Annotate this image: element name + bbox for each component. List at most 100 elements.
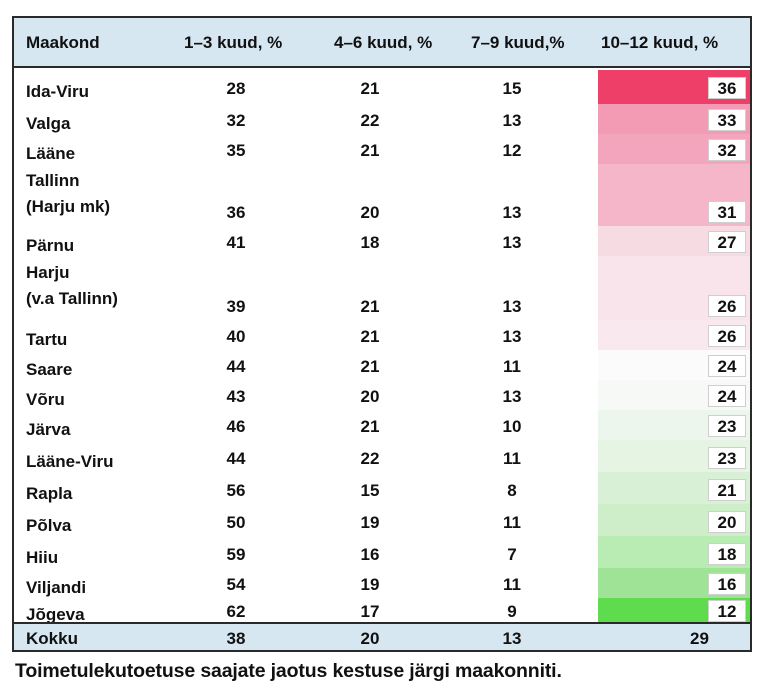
county-name: Viljandi [26,575,86,601]
value-4-6: 21 [360,357,380,376]
value-4-6: 19 [360,575,380,594]
value-7-9: 13 [502,387,522,406]
table-row: Lääne 35 21 12 32 [14,134,750,164]
total-4-6: 20 [360,629,380,648]
header-4-6-months: 4–6 kuud, % [334,33,433,52]
county-name: Ida-Viru [26,79,89,105]
county-name-line: Harju [26,263,70,282]
value-4-6: 21 [360,297,380,316]
value-4-6: 21 [360,141,380,160]
county-name-line: (Harju mk) [26,197,111,216]
value-7-9: 8 [507,481,517,500]
total-row: Kokku 38 20 13 29 [14,622,750,650]
table-row: Võru 43 20 13 24 [14,380,750,410]
county-name-line: Ida-Viru [26,82,89,101]
header-1-3-months: 1–3 kuud, % [184,33,283,52]
county-name-line: Rapla [26,484,73,503]
county-name-line: Pärnu [26,236,75,255]
header-10-12-months: 10–12 kuud, % [601,33,719,52]
value-1-3: 44 [226,357,246,376]
county-name-line: Lääne-Viru [26,452,114,471]
county-name: Tallinn (Harju mk) [26,168,110,220]
value-1-3: 40 [226,327,246,346]
value-10-12: 18 [708,543,746,565]
county-name: Pärnu [26,233,74,259]
table-row: Tallinn (Harju mk) 36 20 13 31 [14,164,750,226]
table-row: Tartu 40 21 13 26 [14,320,750,350]
value-1-3: 32 [226,111,246,130]
county-name: Lääne-Viru [26,449,114,475]
value-10-12: 27 [708,231,746,253]
value-10-12: 23 [708,447,746,469]
county-name-line: Lääne [26,144,76,163]
county-name: Hiiu [26,545,58,571]
value-1-3: 36 [226,203,246,222]
value-4-6: 18 [360,233,380,252]
value-1-3: 43 [226,387,246,406]
table-header: Maakond 1–3 kuud, % 4–6 kuud, % 7–9 kuud… [14,18,750,68]
county-name-line: Tartu [26,330,68,349]
value-4-6: 21 [360,327,380,346]
value-1-3: 50 [226,513,246,532]
value-4-6: 19 [360,513,380,532]
county-name-line: Jõgeva [26,605,85,624]
value-10-12: 21 [708,479,746,501]
county-name: Jõgeva [26,602,85,628]
county-name-line: (v.a Tallinn) [26,289,118,308]
value-10-12: 26 [708,295,746,317]
value-10-12: 23 [708,415,746,437]
value-7-9: 11 [503,357,521,376]
table-row: Valga 32 22 13 33 [14,104,750,134]
county-name-line: Viljandi [26,578,87,597]
county-name-line: Järva [26,420,71,439]
value-4-6: 21 [360,417,380,436]
table-caption: Toimetulekutoetuse saajate jaotus kestus… [15,660,562,682]
county-name: Tartu [26,327,67,353]
total-10-12: 29 [690,629,709,648]
value-7-9: 12 [502,141,522,160]
value-10-12: 36 [708,77,746,99]
county-name: Võru [26,387,65,413]
table-row: Rapla 56 15 8 21 [14,472,750,504]
header-county: Maakond [26,33,100,52]
value-1-3: 41 [226,233,246,252]
value-7-9: 13 [502,203,522,222]
table-row: Saare 44 21 11 24 [14,350,750,380]
value-7-9: 13 [502,297,522,316]
value-7-9: 13 [502,327,522,346]
value-7-9: 10 [502,417,522,436]
value-4-6: 22 [360,449,380,468]
table-row: Viljandi 54 19 11 16 [14,568,750,598]
value-10-12: 26 [708,325,746,347]
total-1-3: 38 [226,629,246,648]
county-name-line: Valga [26,114,71,133]
county-name: Järva [26,417,70,443]
value-4-6: 16 [360,545,380,564]
value-4-6: 15 [360,481,380,500]
value-1-3: 59 [226,545,246,564]
value-7-9: 11 [503,449,521,468]
county-name-line: Tallinn [26,171,80,190]
county-name: Saare [26,357,72,383]
value-7-9: 13 [502,111,522,130]
value-1-3: 39 [226,297,246,316]
table-row: Hiiu 59 16 7 18 [14,536,750,568]
table-row: Põlva 50 19 11 20 [14,504,750,536]
county-name-line: Hiiu [26,548,59,567]
value-7-9: 7 [507,545,517,564]
value-4-6: 17 [360,602,380,621]
header-7-9-months: 7–9 kuud,% [471,33,565,52]
value-7-9: 11 [503,513,521,532]
value-1-3: 46 [226,417,246,436]
table-row: Ida-Viru 28 21 15 36 [14,70,750,104]
county-name: Harju (v.a Tallinn) [26,260,118,312]
value-10-12: 32 [708,139,746,161]
value-10-12: 33 [708,109,746,131]
total-7-9: 13 [502,629,522,648]
total-label: Kokku [26,629,78,648]
county-name-line: Saare [26,360,73,379]
value-4-6: 20 [360,387,380,406]
table-row: Pärnu 41 18 13 27 [14,226,750,256]
county-name-line: Võru [26,390,65,409]
value-4-6: 22 [360,111,380,130]
